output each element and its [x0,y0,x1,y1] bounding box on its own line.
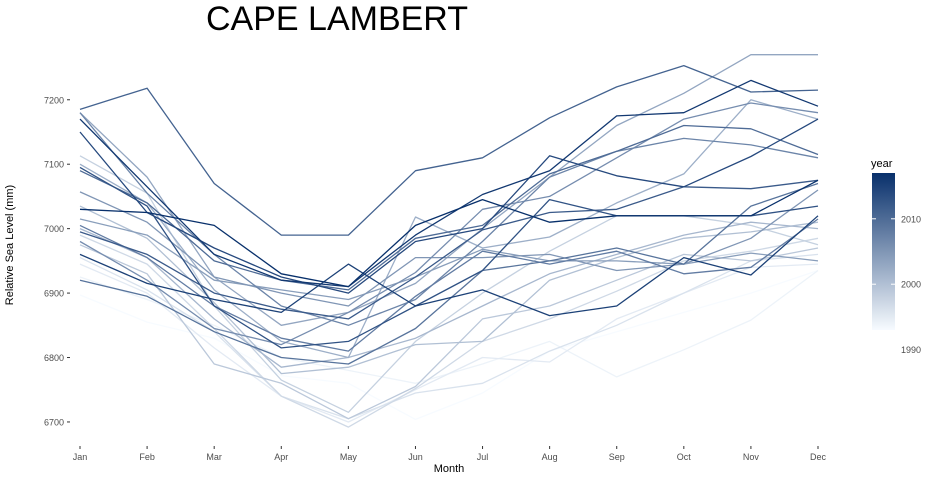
legend-tick-label: 2010 [901,214,921,224]
y-tick-label: 6700 [44,417,64,427]
series-line-1993 [80,271,818,420]
chart-title: CAPE LAMBERT [206,0,468,39]
x-tick-label: Aug [542,452,558,462]
x-tick-label: Jan [73,452,88,462]
x-tick-label: Sep [609,452,625,462]
x-tick-label: Mar [206,452,222,462]
x-tick-label: Jul [477,452,489,462]
series-line-1994 [80,271,818,384]
x-tick-label: May [340,452,358,462]
legend-colorbar [872,173,895,330]
y-tick-label: 6900 [44,289,64,299]
x-tick-label: Jun [408,452,423,462]
y-axis-title: Relative Sea Level (mm) [4,185,16,305]
x-tick-label: Apr [274,452,288,462]
y-tick-label: 7200 [44,95,64,105]
x-axis-title: Month [434,463,465,475]
series-line-2011 [80,66,818,236]
legend-title: year [871,158,893,170]
x-tick-label: Oct [677,452,692,462]
series-line-2006 [80,103,818,345]
legend-tick-label: 2000 [901,280,921,290]
series-line-2008 [80,219,818,351]
y-tick-label: 6800 [44,353,64,363]
y-tick-label: 7000 [44,224,64,234]
legend-tick-label: 1990 [901,345,921,355]
x-tick-label: Feb [139,452,155,462]
x-tick-label: Nov [743,452,760,462]
y-tick-label: 7100 [44,160,64,170]
x-tick-label: Dec [810,452,827,462]
